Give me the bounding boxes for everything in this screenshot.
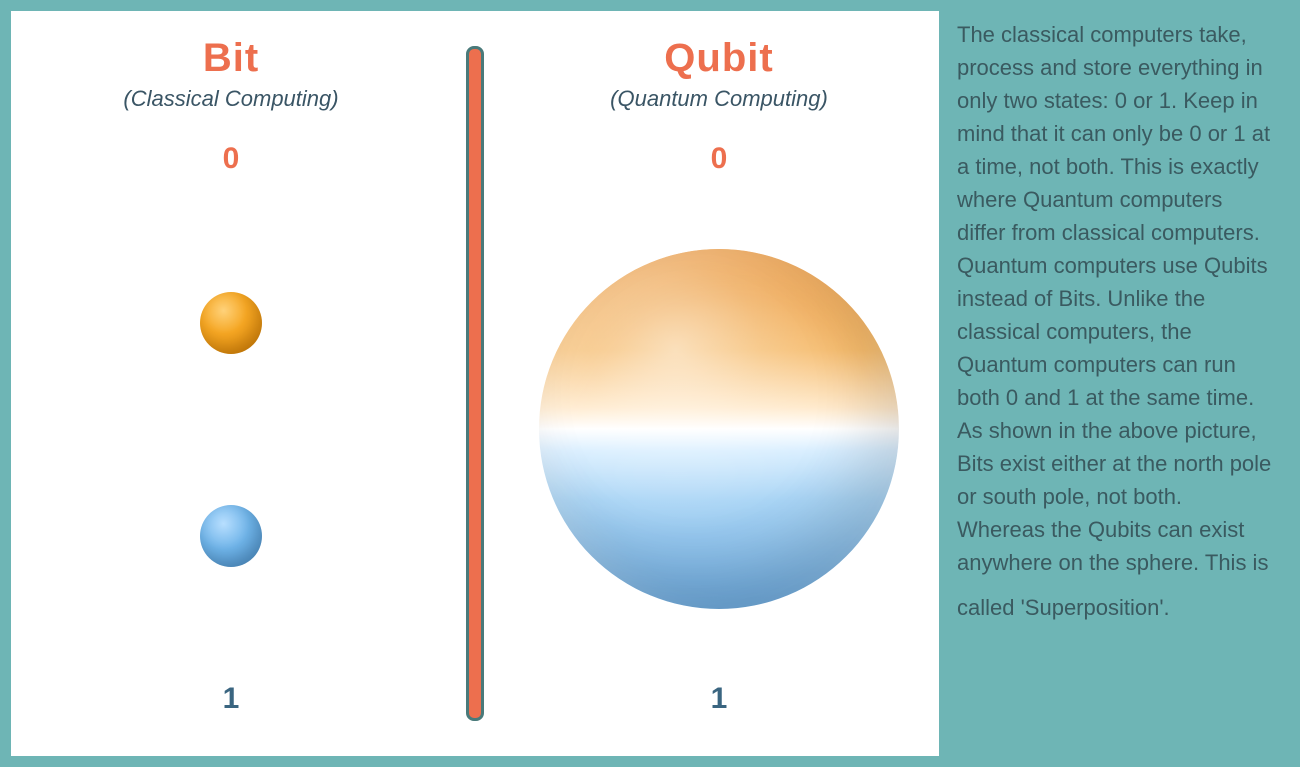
- qubit-section: Qubit (Quantum Computing) 0 1: [499, 11, 939, 756]
- bit-section: Bit (Classical Computing) 0 1: [11, 11, 451, 756]
- qubit-bottom-state: 1: [711, 682, 728, 716]
- qubit-subtitle: (Quantum Computing): [610, 86, 828, 112]
- bit-subtitle: (Classical Computing): [123, 86, 338, 112]
- bit-top-state: 0: [223, 142, 240, 176]
- bit-visuals: [31, 176, 431, 682]
- explanation-text-1: The classical computers take, process an…: [957, 18, 1272, 579]
- bit-sphere-orange: [200, 292, 262, 354]
- qubit-sphere: [539, 249, 899, 609]
- bit-bottom-state: 1: [223, 682, 240, 716]
- explanation-text-2: called 'Superposition'.: [957, 591, 1272, 624]
- divider-bar: [466, 46, 484, 721]
- bit-title: Bit: [203, 36, 259, 81]
- qubit-title: Qubit: [664, 36, 773, 81]
- diagram-panel: Bit (Classical Computing) 0 1 Qubit (Qua…: [8, 8, 942, 759]
- explanation-panel: The classical computers take, process an…: [942, 8, 1292, 759]
- qubit-top-state: 0: [711, 142, 728, 176]
- bit-sphere-blue: [200, 505, 262, 567]
- qubit-visual: [519, 176, 919, 682]
